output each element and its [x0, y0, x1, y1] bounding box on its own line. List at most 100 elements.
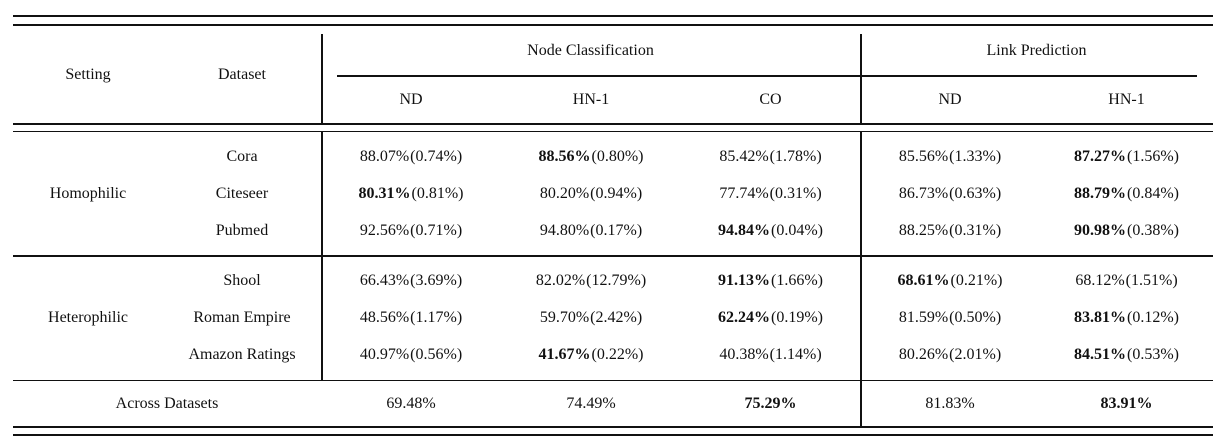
homophilic-section: Homophilic Cora 88.07% (0.74%) 88.56% (0.8… [13, 132, 1213, 255]
metric-cell: 88.56% (0.80%) [501, 138, 681, 175]
metric-cell: 88.25% (0.31%) [860, 212, 1040, 249]
metric-cell: 88.79% (0.84%) [1040, 175, 1213, 212]
metric-value: 91.13% [718, 272, 770, 289]
metric-value: 88.25% [898, 221, 949, 239]
metric-std: (0.12%) [1127, 309, 1179, 326]
metric-std: (3.69%) [410, 272, 463, 289]
column-separator [860, 132, 862, 255]
column-separator [321, 34, 323, 123]
nc-co-column-header: CO [759, 90, 782, 108]
metric-value: 66.43% [359, 272, 410, 289]
link-prediction-group-header: Link Prediction [986, 42, 1087, 59]
metric-value: 88.79% [1074, 184, 1126, 202]
metric-value: 40.38% [719, 346, 769, 363]
metric-cell: 77.74% (0.31%) [681, 175, 860, 212]
metric-std: (0.17%) [590, 221, 643, 239]
metric-std: (0.84%) [1127, 184, 1179, 202]
metric-cell: 40.38% (1.14%) [681, 337, 860, 374]
metric-cell: 80.20% (0.94%) [501, 175, 681, 212]
setting-label: Heterophilic [48, 309, 128, 326]
metric-value: 88.56% [538, 147, 591, 165]
metric-cell: 41.67% (0.22%) [501, 337, 681, 374]
metric-std: (1.17%) [410, 309, 463, 326]
metric-cell: 85.42% (1.78%) [681, 138, 860, 175]
metric-value: 40.97% [359, 346, 410, 363]
metric-std: (2.01%) [949, 346, 1002, 363]
column-separator [860, 256, 862, 380]
metric-std: (0.56%) [410, 346, 463, 363]
metric-cell: 83.91% [1040, 381, 1213, 426]
section-rule [13, 255, 1213, 257]
metric-std: (0.74%) [410, 147, 463, 165]
metric-cell: 91.13% (1.66%) [681, 263, 860, 300]
metric-value: 62.24% [718, 309, 770, 326]
metric-cell: 81.59% (0.50%) [860, 300, 1040, 337]
metric-value: 74.49% [566, 394, 616, 412]
across-datasets-label: Across Datasets [115, 394, 219, 412]
group-header-rule [337, 75, 1197, 77]
metric-cell: 83.81% (0.12%) [1040, 300, 1213, 337]
metric-cell: 84.51% (0.53%) [1040, 337, 1213, 374]
metric-value: 85.56% [898, 147, 949, 165]
nc-hn1-column-header: HN-1 [572, 90, 610, 108]
metric-value: 88.07% [359, 147, 410, 165]
metric-std: (0.71%) [410, 221, 463, 239]
metric-std: (1.33%) [949, 147, 1002, 165]
metric-cell: 66.43% (3.69%) [321, 263, 501, 300]
metric-cell: 81.83% [860, 381, 1040, 426]
metric-cell: 94.84% (0.04%) [681, 212, 860, 249]
metric-cell: 40.97% (0.56%) [321, 337, 501, 374]
metric-cell: 68.61% (0.21%) [860, 263, 1040, 300]
dataset-column-header: Dataset [218, 65, 266, 83]
metric-value: 87.27% [1074, 147, 1126, 165]
metric-value: 59.70% [539, 309, 590, 326]
metric-std: (0.63%) [949, 184, 1002, 202]
metric-cell: 94.80% (0.17%) [501, 212, 681, 249]
metric-value: 94.80% [539, 221, 590, 239]
table-header: Setting Dataset Node Classification Link… [13, 26, 1213, 123]
metric-cell: 86.73% (0.63%) [860, 175, 1040, 212]
dataset-label: Shool [223, 272, 261, 289]
metric-std: (0.50%) [949, 309, 1002, 326]
column-separator [860, 381, 862, 426]
metric-std: (1.66%) [771, 272, 823, 289]
metric-std: (0.21%) [950, 272, 1003, 289]
metric-cell: 48.56% (1.17%) [321, 300, 501, 337]
metric-value: 68.61% [897, 272, 950, 289]
metric-std: (0.94%) [590, 184, 643, 202]
metric-value: 90.98% [1074, 221, 1126, 239]
metric-std: (0.80%) [591, 147, 644, 165]
metric-std: (2.42%) [590, 309, 643, 326]
column-separator [321, 256, 323, 380]
metric-value: 85.42% [719, 147, 769, 165]
metric-std: (0.04%) [771, 221, 823, 239]
metric-cell: 87.27% (1.56%) [1040, 138, 1213, 175]
metric-value: 77.74% [719, 184, 769, 202]
metric-cell: 75.29% [681, 381, 860, 426]
metric-cell: 88.07% (0.74%) [321, 138, 501, 175]
metric-value: 83.91% [1100, 394, 1153, 412]
metric-cell: 80.31% (0.81%) [321, 175, 501, 212]
metric-std: (0.19%) [771, 309, 823, 326]
lp-hn1-column-header: HN-1 [1108, 90, 1145, 108]
header-double-rule [13, 123, 1213, 132]
metric-cell: 69.48% [321, 381, 501, 426]
column-separator [860, 34, 862, 123]
metric-cell: 59.70% (2.42%) [501, 300, 681, 337]
metric-std: (0.81%) [411, 184, 464, 202]
metric-std: (0.31%) [769, 184, 822, 202]
metric-std: (12.79%) [586, 272, 647, 289]
metric-value: 75.29% [744, 394, 797, 412]
metric-std: (0.22%) [591, 346, 644, 363]
metric-value: 81.59% [898, 309, 949, 326]
metric-value: 48.56% [359, 309, 410, 326]
metric-value: 80.31% [358, 184, 411, 202]
top-double-rule [13, 15, 1213, 26]
bottom-double-rule [13, 426, 1213, 436]
metric-cell: 85.56% (1.33%) [860, 138, 1040, 175]
dataset-label: Amazon Ratings [188, 346, 296, 363]
column-separator [321, 132, 323, 255]
metric-cell: 92.56% (0.71%) [321, 212, 501, 249]
dataset-label: Pubmed [215, 221, 269, 239]
dataset-label: Roman Empire [193, 309, 291, 326]
